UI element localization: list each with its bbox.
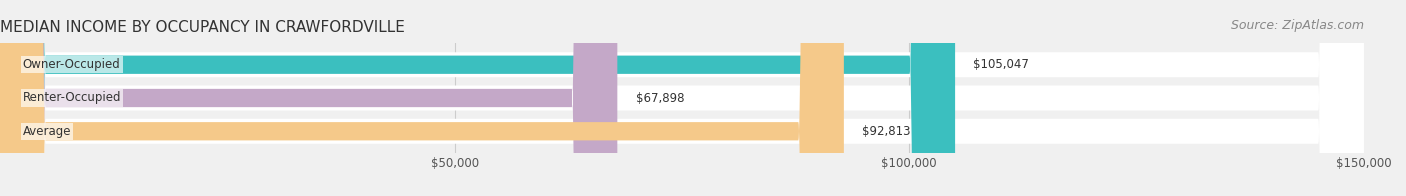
FancyBboxPatch shape (0, 0, 1364, 196)
FancyBboxPatch shape (0, 0, 844, 196)
Text: Source: ZipAtlas.com: Source: ZipAtlas.com (1230, 19, 1364, 32)
Text: $67,898: $67,898 (636, 92, 685, 104)
Text: MEDIAN INCOME BY OCCUPANCY IN CRAWFORDVILLE: MEDIAN INCOME BY OCCUPANCY IN CRAWFORDVI… (0, 20, 405, 35)
Text: Average: Average (22, 125, 72, 138)
FancyBboxPatch shape (0, 0, 617, 196)
FancyBboxPatch shape (0, 0, 955, 196)
FancyBboxPatch shape (0, 0, 1364, 196)
FancyBboxPatch shape (0, 0, 1364, 196)
Text: $105,047: $105,047 (973, 58, 1029, 71)
Text: $92,813: $92,813 (862, 125, 911, 138)
Text: Owner-Occupied: Owner-Occupied (22, 58, 121, 71)
Text: Renter-Occupied: Renter-Occupied (22, 92, 121, 104)
